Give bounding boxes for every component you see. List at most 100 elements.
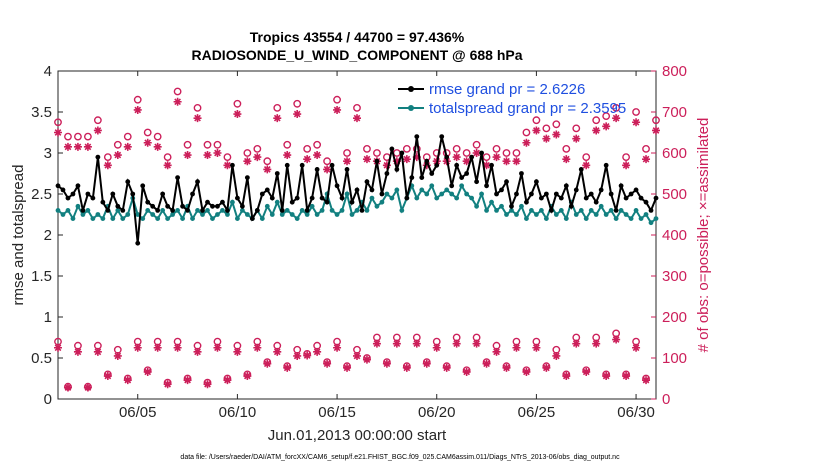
totalspread-point (419, 187, 425, 193)
obs-assimilated-marker (73, 347, 82, 356)
obs-possible-marker (542, 124, 551, 133)
y-axis-right-label: # of obs: o=possible; ×=assimilated (695, 118, 712, 353)
rmse-point (239, 203, 245, 209)
obs-assimilated-marker (193, 114, 202, 123)
rmse-point (379, 191, 385, 197)
rmse-point (499, 187, 504, 193)
rmse-point (568, 203, 574, 209)
totalspread-point (140, 216, 146, 222)
rmse-point (424, 158, 430, 164)
obs-assimilated-marker (492, 347, 501, 356)
obs-assimilated-marker (303, 351, 312, 360)
obs-possible-marker (363, 144, 371, 153)
rmse-point (60, 187, 66, 193)
obs-possible-marker (93, 116, 102, 125)
obs-assimilated-marker (612, 114, 621, 123)
obs-assimilated-marker (93, 347, 102, 356)
rmse-point (628, 191, 634, 197)
totalspread-point (534, 212, 539, 217)
rmse-point (299, 162, 305, 168)
rmse-point (464, 171, 470, 176)
obs-possible-marker (323, 157, 331, 166)
rmse-point (254, 208, 260, 213)
rmse-point (329, 162, 335, 168)
rmse-point (504, 179, 509, 185)
obs-possible-marker (213, 140, 222, 149)
totalspread-point (120, 216, 126, 222)
obs-assimilated-marker (263, 165, 272, 174)
obs-assimilated-marker (253, 153, 262, 162)
totalspread-point (334, 212, 340, 217)
rmse-point (558, 195, 564, 201)
obs-assimilated-marker (313, 347, 322, 356)
rmse-point (623, 195, 629, 201)
obs-assimilated-marker (323, 165, 332, 174)
obs-assimilated-marker (233, 347, 242, 356)
totalspread-point (429, 183, 435, 189)
obs-possible-marker (203, 140, 212, 149)
obs-possible-marker (472, 140, 481, 149)
obs-assimilated-marker (253, 343, 262, 352)
totalspread-point (319, 208, 325, 213)
x-axis-label: Jun.01,2013 00:00:00 start (268, 427, 447, 444)
obs-possible-marker (54, 118, 62, 127)
obs-assimilated-marker (422, 359, 431, 368)
obs-assimilated-marker (632, 118, 641, 127)
rmse-point (563, 183, 569, 189)
rmse-point (344, 167, 350, 172)
obs-possible-marker (462, 149, 471, 157)
totalspread-point (489, 199, 494, 205)
x-tick-label: 06/05 (119, 404, 157, 421)
totalspread-point (558, 208, 564, 213)
rmse-point (205, 199, 210, 205)
rmse-point (259, 191, 265, 197)
totalspread-point (499, 203, 504, 209)
obs-assimilated-marker (163, 380, 172, 389)
obs-assimilated-marker (612, 335, 621, 344)
rmse-point (120, 208, 126, 213)
rmse-point (359, 208, 365, 213)
rmse-point (354, 187, 360, 193)
rmse-point (524, 199, 529, 205)
obs-assimilated-marker (323, 359, 332, 368)
obs-possible-marker (153, 132, 162, 141)
obs-assimilated-marker (482, 359, 491, 368)
obs-assimilated-marker (412, 153, 421, 162)
obs-assimilated-marker (103, 161, 112, 170)
rmse-point (409, 175, 415, 181)
rmse-point (150, 203, 156, 209)
totalspread-point (85, 208, 91, 213)
rmse-point (474, 179, 479, 185)
totalspread-point (598, 203, 604, 209)
totalspread-point (115, 208, 121, 213)
totalspread-point (239, 208, 245, 213)
obs-assimilated-marker (293, 110, 302, 119)
totalspread-point (464, 191, 470, 197)
obs-possible-marker (333, 95, 341, 104)
obs-assimilated-marker (113, 151, 122, 160)
rmse-point (279, 208, 285, 213)
rmse-point (394, 167, 400, 172)
totalspread-point (125, 212, 131, 217)
obs-assimilated-marker (392, 157, 401, 166)
rmse-point (334, 183, 340, 189)
obs-assimilated-marker (93, 126, 102, 135)
obs-assimilated-marker (153, 142, 162, 151)
obs-assimilated-marker (592, 126, 601, 135)
rmse-point (538, 195, 544, 201)
rmse-point (235, 195, 240, 201)
obs-possible-marker (243, 149, 252, 157)
obs-assimilated-marker (572, 134, 581, 143)
totalspread-point (603, 212, 609, 217)
obs-assimilated-marker (502, 363, 511, 372)
obs-possible-marker (163, 153, 172, 162)
totalspread-point (509, 208, 514, 213)
totalspread-point (210, 216, 215, 222)
obs-possible-marker (223, 153, 232, 162)
obs-assimilated-marker (123, 142, 132, 151)
obs-assimilated-marker (452, 339, 461, 348)
obs-possible-marker (273, 104, 282, 112)
totalspread-point (309, 203, 315, 209)
y-left-tick-label: 1.5 (31, 268, 52, 285)
totalspread-point (190, 216, 195, 222)
